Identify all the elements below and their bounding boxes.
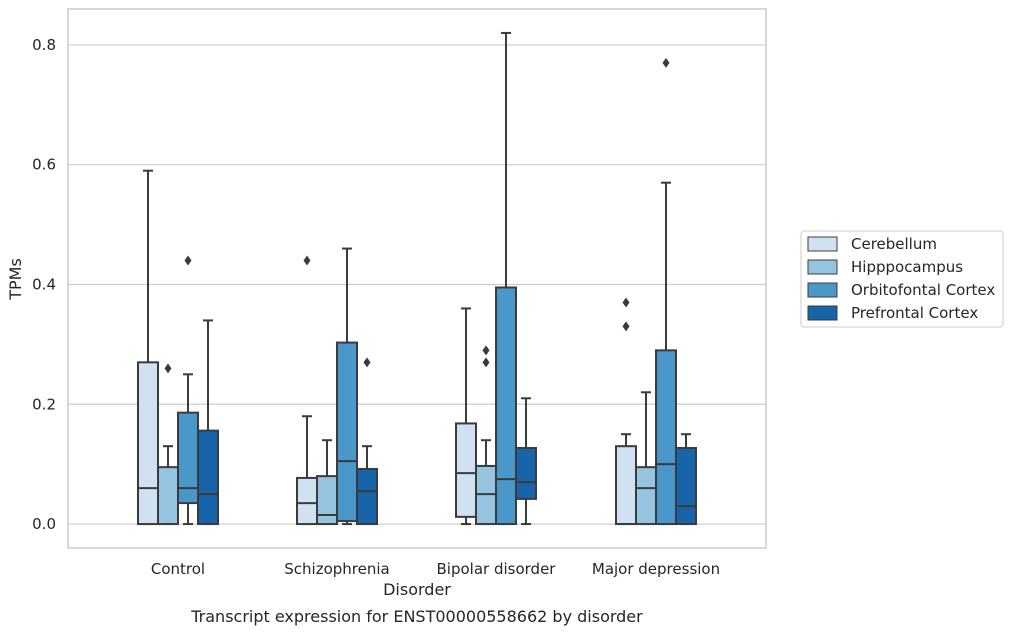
box-hipppocampus-bipolar-disorder [475, 345, 497, 526]
box-orbitofontal-cortex-bipolar-disorder [495, 31, 517, 526]
box-iqr [316, 475, 338, 526]
box-orbitofontal-cortex-major-depression [655, 57, 677, 526]
legend-label: Hipppocampus [851, 258, 963, 276]
outlier-point [363, 357, 371, 368]
box-iqr [137, 361, 159, 526]
outlier-point [482, 345, 490, 356]
box-iqr [177, 411, 199, 505]
box-iqr [615, 445, 637, 526]
outlier-point [164, 363, 172, 374]
outlier-point [303, 255, 311, 266]
legend-frame [800, 230, 1004, 328]
box-cerebellum-schizophrenia [296, 255, 318, 526]
legend-label: Cerebellum [851, 235, 937, 253]
legend-label: Orbitofontal Cortex [851, 281, 995, 299]
outlier-point [184, 255, 192, 266]
box-orbitofontal-cortex-control [177, 255, 199, 526]
box-prefrontal-cortex-bipolar-disorder [515, 397, 537, 526]
box-hipppocampus-control [157, 363, 179, 526]
y-tick-label: 0.2 [32, 395, 56, 413]
box-iqr [197, 429, 219, 526]
box-iqr [455, 422, 477, 518]
x-tick-label: Major depression [592, 560, 720, 578]
box-prefrontal-cortex-schizophrenia [356, 357, 378, 526]
legend: Cerebellum Hipppocampus Orbitofontal Corte… [800, 230, 1004, 328]
figure-caption: Transcript expression for ENST0000055866… [190, 607, 643, 626]
legend-label: Prefrontal Cortex [851, 304, 978, 322]
legend-swatch [807, 259, 838, 275]
box-iqr [495, 286, 517, 526]
box-hipppocampus-major-depression [635, 391, 657, 526]
box-iqr [296, 476, 318, 526]
box-iqr [157, 466, 179, 526]
box-prefrontal-cortex-control [197, 319, 219, 526]
outlier-point [662, 57, 670, 68]
box-hipppocampus-schizophrenia [316, 439, 338, 526]
box-iqr [515, 446, 537, 500]
outlier-point [622, 297, 630, 308]
x-tick-label: Control [151, 560, 205, 578]
x-tick-label: Schizophrenia [284, 560, 389, 578]
box-orbitofontal-cortex-schizophrenia [336, 247, 358, 526]
y-tick-label: 0.8 [32, 36, 56, 54]
y-tick-label: 0.4 [32, 275, 56, 293]
x-tick-label: Bipolar disorder [437, 560, 557, 578]
box-cerebellum-bipolar-disorder [455, 307, 477, 526]
y-tick-label: 0.0 [32, 515, 56, 533]
box-iqr [356, 467, 378, 526]
box-cerebellum-control [137, 169, 159, 526]
y-axis-ticks: 0.0 0.2 0.4 0.6 0.8 [32, 36, 56, 533]
box-iqr [675, 446, 697, 526]
box-iqr [635, 466, 657, 526]
legend-swatch [807, 305, 838, 321]
outlier-point [482, 357, 490, 368]
box-prefrontal-cortex-major-depression [675, 433, 697, 526]
x-axis-ticks: Control Schizophrenia Bipolar disorder Majo… [151, 560, 720, 578]
legend-swatch [807, 236, 838, 252]
x-axis-label: Disorder [383, 580, 451, 599]
y-tick-label: 0.6 [32, 156, 56, 174]
box-iqr [336, 341, 358, 523]
plot-area-frame [67, 8, 767, 549]
outlier-point [622, 321, 630, 332]
y-axis-label: TPMs [6, 258, 25, 301]
boxes [137, 31, 697, 526]
legend-swatch [807, 282, 838, 298]
box-cerebellum-major-depression [615, 297, 637, 526]
box-iqr [655, 349, 677, 526]
